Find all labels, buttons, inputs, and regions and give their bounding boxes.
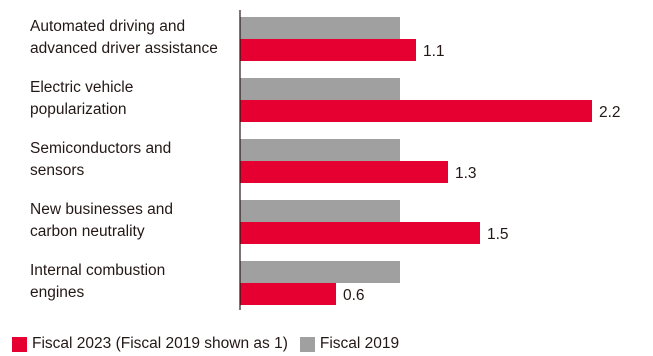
legend-item-fiscal-2023: Fiscal 2023 (Fiscal 2019 shown as 1) — [12, 335, 288, 353]
bar-fiscal-2019 — [240, 261, 400, 283]
bar-fiscal-2019 — [240, 78, 400, 100]
category-label: Semiconductors and sensors — [30, 140, 171, 179]
legend: Fiscal 2023 (Fiscal 2019 shown as 1) Fis… — [12, 335, 411, 353]
category-label: Internal combustion engines — [30, 262, 165, 301]
category-label-line: carbon neutrality — [30, 223, 145, 240]
category-label-line: Semiconductors and — [30, 140, 171, 157]
bar-fiscal-2023 — [240, 39, 416, 61]
legend-label-fiscal-2023: Fiscal 2023 (Fiscal 2019 shown as 1) — [32, 335, 288, 353]
legend-swatch-fiscal-2023 — [12, 337, 27, 352]
bar-fiscal-2019 — [240, 17, 400, 39]
bar-fiscal-2019 — [240, 200, 400, 222]
bar-chart: Automated driving and advanced driver ass… — [0, 0, 653, 330]
bar-fiscal-2023 — [240, 161, 448, 183]
category-label-line: engines — [30, 284, 85, 301]
category-label-line: Internal combustion — [30, 262, 165, 279]
value-label: 1.3 — [455, 165, 477, 182]
bar-fiscal-2023 — [240, 222, 480, 244]
value-label: 1.1 — [423, 43, 445, 60]
category-labels: Automated driving and advanced driver ass… — [30, 18, 218, 301]
category-label-line: New businesses and — [30, 201, 173, 218]
bar-fiscal-2019 — [240, 139, 400, 161]
category-label: New businesses and carbon neutrality — [30, 201, 173, 240]
category-label-line: Electric vehicle — [30, 79, 133, 96]
value-label: 1.5 — [487, 226, 509, 243]
category-label-line: sensors — [30, 162, 85, 179]
category-label-line: Automated driving and — [30, 18, 185, 35]
category-label-line: popularization — [30, 101, 127, 118]
bar-fiscal-2023 — [240, 283, 336, 305]
value-label: 2.2 — [599, 104, 621, 121]
legend-item-fiscal-2019: Fiscal 2019 — [300, 335, 399, 353]
legend-label-fiscal-2019: Fiscal 2019 — [320, 335, 399, 353]
category-label: Automated driving and advanced driver ass… — [30, 18, 218, 57]
category-label: Electric vehicle popularization — [30, 79, 133, 118]
bar-fiscal-2023 — [240, 100, 592, 122]
bars — [240, 17, 592, 305]
legend-swatch-fiscal-2019 — [300, 337, 315, 352]
value-label: 0.6 — [343, 287, 365, 304]
category-label-line: advanced driver assistance — [30, 40, 218, 57]
